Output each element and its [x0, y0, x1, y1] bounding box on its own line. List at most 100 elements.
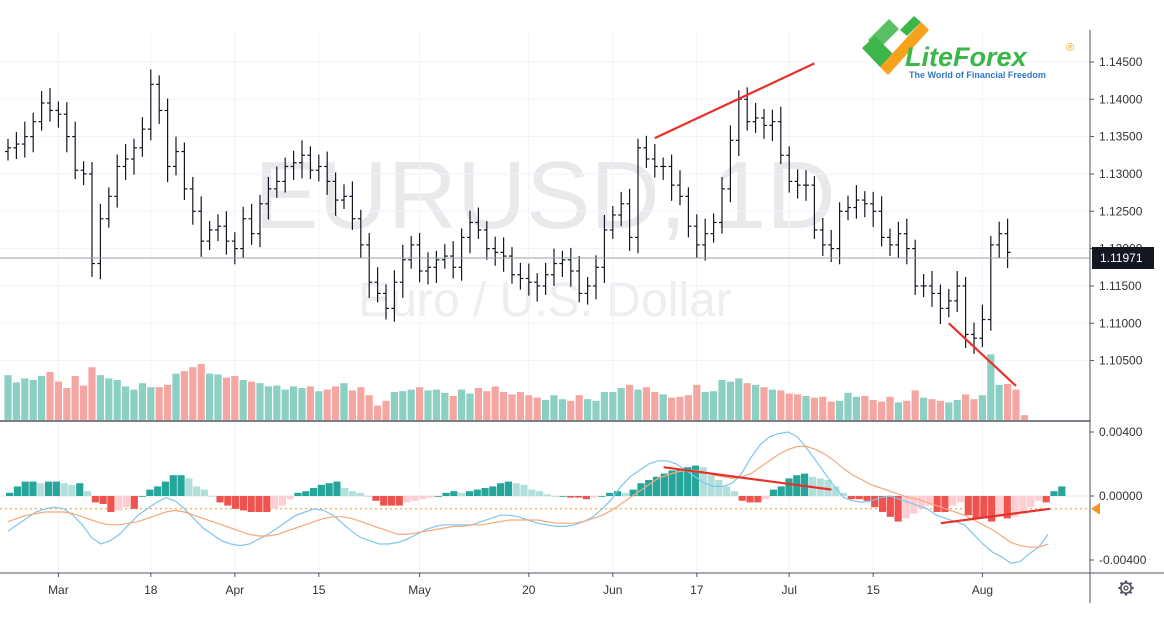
ohlc-bar [450, 241, 457, 279]
volume-bar [970, 399, 978, 420]
volume-bar [1004, 384, 1012, 420]
volume-bar [852, 396, 860, 420]
macd-histogram-bar [224, 496, 232, 506]
macd-histogram-bar [200, 489, 209, 496]
volume-bar [155, 387, 163, 420]
last-price-value: 1.11971 [1100, 251, 1143, 265]
logo-registered: ® [1066, 42, 1074, 54]
ohlc-bar [433, 250, 440, 283]
ohlc-bar [836, 202, 843, 265]
volume-bar [567, 400, 575, 420]
ohlc-bar [962, 276, 969, 348]
volume-bars [4, 354, 1028, 420]
ohlc-bar [223, 211, 230, 255]
macd-histogram-bar [777, 486, 785, 496]
volume-bar [609, 392, 617, 420]
ohlc-bar [374, 267, 381, 303]
macd-histogram-bar [138, 496, 146, 497]
macd-histogram-bar [107, 496, 115, 512]
macd-histogram-bar [988, 496, 996, 522]
macd-histogram-bar [699, 467, 707, 496]
ohlc-bar [290, 150, 297, 180]
macd-histogram-bar [364, 496, 372, 497]
macd-histogram-bar [629, 489, 637, 496]
macd-histogram-bar [676, 468, 684, 496]
macd-histogram-bar [13, 486, 21, 496]
ohlc-bar [542, 262, 549, 295]
volume-bar [617, 388, 625, 420]
volume-bar [651, 392, 659, 420]
price-tick-label: 1.14500 [1099, 55, 1143, 69]
time-tick-label: Mar [48, 583, 69, 597]
macd-histogram-bar [863, 496, 871, 501]
macd-histogram-bar [278, 496, 286, 506]
ohlc-bar [105, 187, 112, 228]
ohlc-bar [156, 75, 163, 124]
macd-histogram-bar [925, 496, 933, 506]
macd-histogram-bar [886, 496, 894, 517]
macd-histogram-bar [832, 486, 840, 496]
volume-bar [978, 395, 986, 420]
macd-histogram-bar [754, 496, 762, 503]
volume-bar [836, 400, 844, 420]
volume-bar [54, 381, 62, 420]
macd-tick-label: 0.00400 [1099, 425, 1143, 439]
macd-histogram-bar [6, 492, 14, 496]
volume-bar [189, 367, 197, 420]
volume-bar [558, 399, 566, 420]
ohlc-bar [273, 166, 280, 198]
macd-histogram-bar [426, 496, 435, 498]
ohlc-bar [131, 138, 137, 175]
macd-histogram-bar [208, 496, 216, 497]
macd-histogram-bar [723, 486, 731, 496]
gear-icon[interactable] [1118, 580, 1134, 596]
macd-histogram-bar [1042, 496, 1050, 503]
macd-histogram-bar [621, 492, 629, 496]
macd-histogram-bar [1011, 496, 1019, 517]
ohlc-bar [307, 146, 314, 180]
price-tick-label: 1.13500 [1099, 130, 1143, 144]
macd-histogram-bar [380, 496, 388, 506]
macd-histogram-bar [878, 496, 887, 512]
ohlc-bar [248, 203, 255, 245]
volume-bar [701, 392, 709, 420]
volume-bar [290, 386, 298, 420]
macd-histogram-bar [574, 496, 583, 498]
macd-histogram-bar [216, 496, 224, 503]
volume-bar [920, 397, 928, 420]
ohlc-bar [122, 144, 129, 180]
ohlc-bar [971, 322, 977, 354]
ohlc-bar [996, 221, 1003, 259]
ohlc-bar [366, 232, 373, 298]
ohlc-bar [357, 209, 364, 259]
ohlc-bar [727, 125, 734, 203]
ohlc-bar [97, 203, 104, 280]
price-axis: 1.145001.140001.135001.130001.125001.120… [1090, 55, 1143, 368]
macd-histogram-bar [590, 496, 598, 498]
volume-bar [281, 389, 289, 420]
price-tick-label: 1.10500 [1099, 354, 1143, 368]
ohlc-bar [1004, 218, 1011, 269]
volume-bar [172, 373, 180, 420]
time-tick-label: Jun [603, 583, 622, 597]
macd-histogram-bar [582, 496, 590, 500]
volume-bar [886, 396, 894, 420]
macd-histogram-bar [130, 496, 138, 509]
macd-histogram-bar [99, 496, 107, 504]
volume-bar [180, 371, 188, 420]
volume-bar [794, 394, 802, 420]
volume-bar [348, 390, 356, 420]
ohlc-bar [63, 102, 70, 153]
ohlc-bar [769, 109, 776, 142]
price-tick-label: 1.11000 [1099, 316, 1142, 330]
volume-bar [953, 400, 961, 420]
volume-bar [340, 383, 348, 420]
macd-histogram-bar [1027, 496, 1035, 508]
macd-histogram-bar [395, 496, 403, 506]
ohlc-bar [685, 187, 692, 238]
time-tick-label: Apr [225, 583, 244, 597]
ohlc-bar [819, 217, 826, 257]
macd-histogram-bar [372, 496, 380, 501]
ohlc-bar [500, 237, 507, 272]
